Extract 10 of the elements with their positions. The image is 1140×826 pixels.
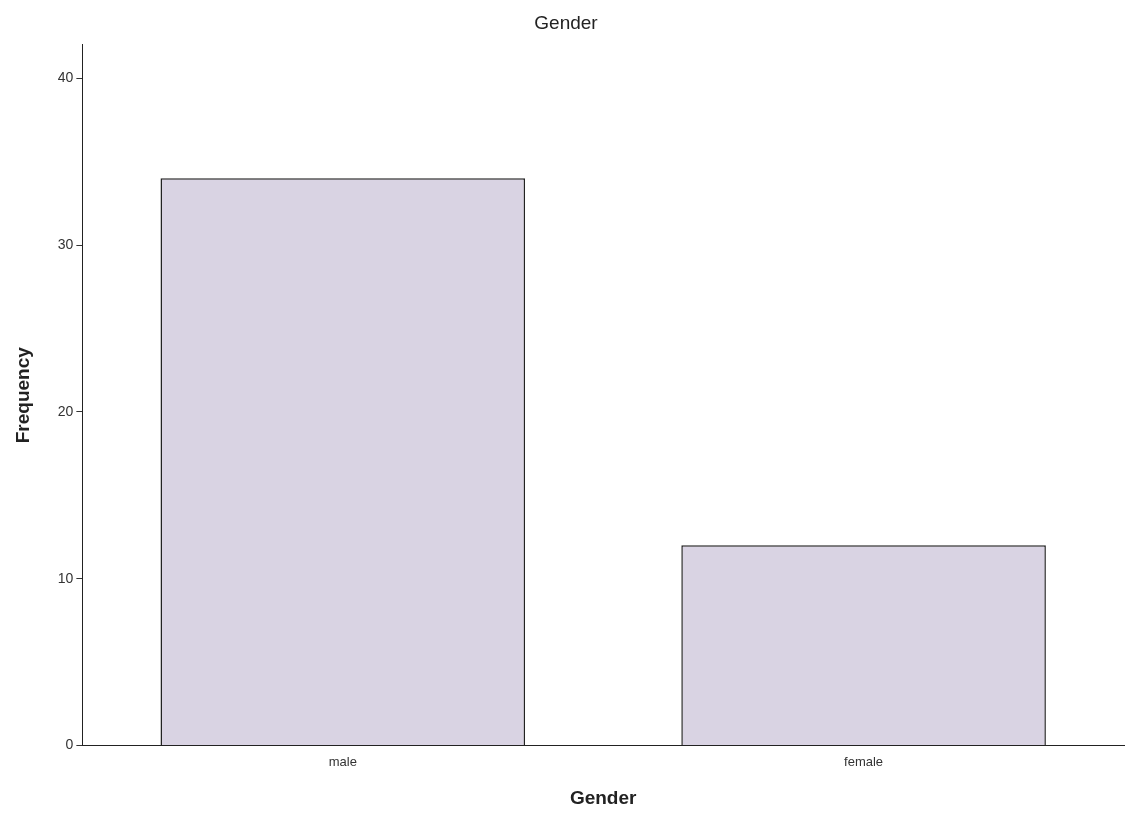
y-tick-label: 30	[57, 235, 74, 252]
y-tick-label: 40	[57, 69, 74, 86]
chart-title: Gender	[534, 11, 599, 33]
y-axis-title: Frequency	[11, 346, 33, 444]
x-tick-label: female	[844, 753, 884, 769]
y-tick-label: 20	[57, 402, 74, 419]
x-tick-label: male	[328, 753, 357, 769]
y-tick-label: 10	[57, 569, 74, 586]
y-tick-label: 0	[65, 736, 74, 753]
x-axis-title: Gender	[569, 786, 638, 808]
